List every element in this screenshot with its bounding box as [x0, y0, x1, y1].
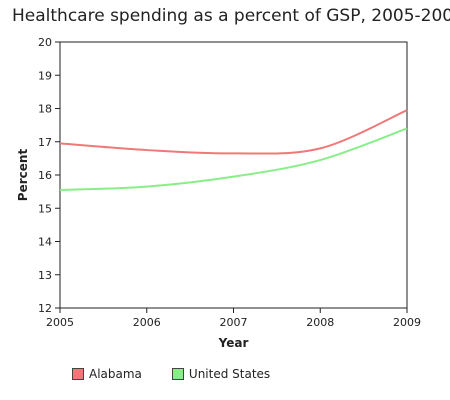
x-tick-label: 2008 — [306, 316, 334, 329]
legend: Alabama United States — [72, 367, 270, 381]
y-tick-label: 15 — [38, 202, 52, 215]
y-axis-label: Percent — [16, 149, 30, 202]
x-tick-label: 2009 — [393, 316, 421, 329]
y-tick-label: 12 — [38, 302, 52, 315]
y-tick-label: 13 — [38, 269, 52, 282]
legend-item-alabama: Alabama — [72, 367, 142, 381]
x-axis-label: Year — [218, 336, 249, 350]
x-tick-label: 2006 — [133, 316, 161, 329]
series-line-united-states — [59, 127, 408, 191]
plot-area-frame — [59, 41, 408, 309]
x-tick-label: 2007 — [220, 316, 248, 329]
legend-swatch-alabama — [72, 368, 84, 380]
legend-label-united-states: United States — [188, 367, 271, 381]
y-tick-label: 16 — [38, 169, 52, 182]
chart-title: Healthcare spending as a percent of GSP,… — [12, 6, 450, 26]
legend-swatch-united-states — [171, 368, 184, 380]
y-tick-label: 18 — [38, 103, 52, 116]
y-tick-label: 19 — [38, 69, 52, 82]
y-tick-label: 14 — [38, 236, 52, 249]
y-tick-label: 17 — [38, 136, 52, 149]
series-line-alabama — [59, 109, 408, 155]
legend-item-united-states: United States — [171, 367, 271, 381]
x-tick-label: 2005 — [46, 316, 74, 329]
y-tick-label: 20 — [38, 36, 52, 49]
legend-label-alabama: Alabama — [89, 367, 142, 381]
